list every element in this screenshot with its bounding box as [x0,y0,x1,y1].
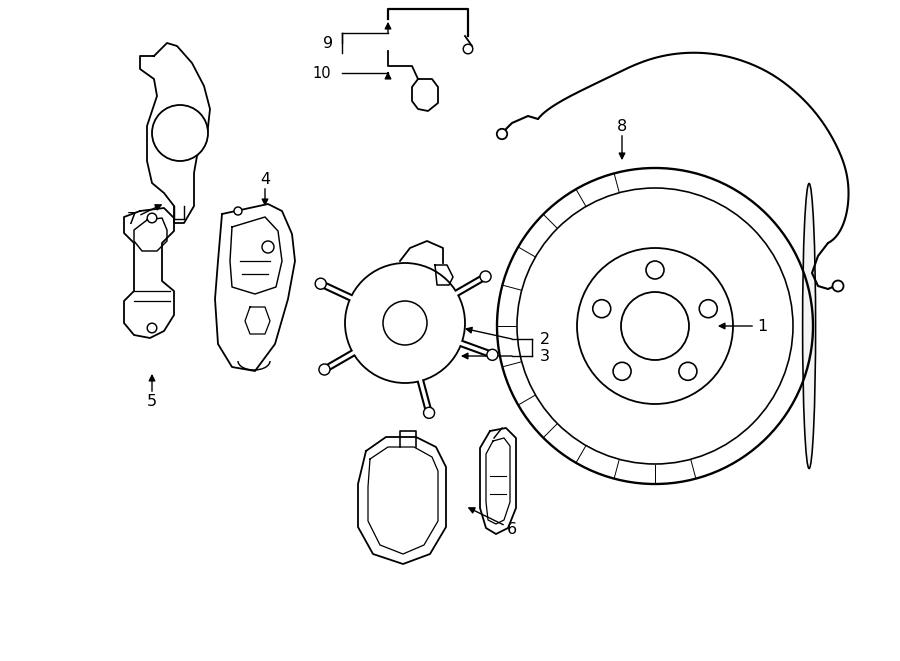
Circle shape [424,407,435,418]
Circle shape [345,263,465,383]
Circle shape [234,207,242,215]
Circle shape [464,44,472,54]
Text: 9: 9 [323,36,333,50]
Text: 1: 1 [757,319,767,334]
Text: 4: 4 [260,171,270,186]
Circle shape [593,299,611,318]
Text: 10: 10 [312,65,331,81]
Circle shape [315,278,326,290]
Circle shape [613,362,631,380]
Circle shape [699,299,717,318]
Ellipse shape [803,184,815,469]
Text: 2: 2 [540,332,550,346]
Circle shape [262,241,274,253]
Circle shape [383,301,427,345]
Text: 3: 3 [540,348,550,364]
Circle shape [152,105,208,161]
Circle shape [319,364,330,375]
Circle shape [497,129,508,139]
Circle shape [679,362,697,380]
Text: 5: 5 [147,393,158,408]
Circle shape [148,214,157,223]
Circle shape [148,323,157,332]
Text: 7: 7 [127,212,137,227]
Text: 8: 8 [616,118,627,134]
Circle shape [646,261,664,279]
Circle shape [480,271,491,282]
Circle shape [487,349,498,360]
Text: 6: 6 [507,522,517,537]
Circle shape [832,280,843,292]
